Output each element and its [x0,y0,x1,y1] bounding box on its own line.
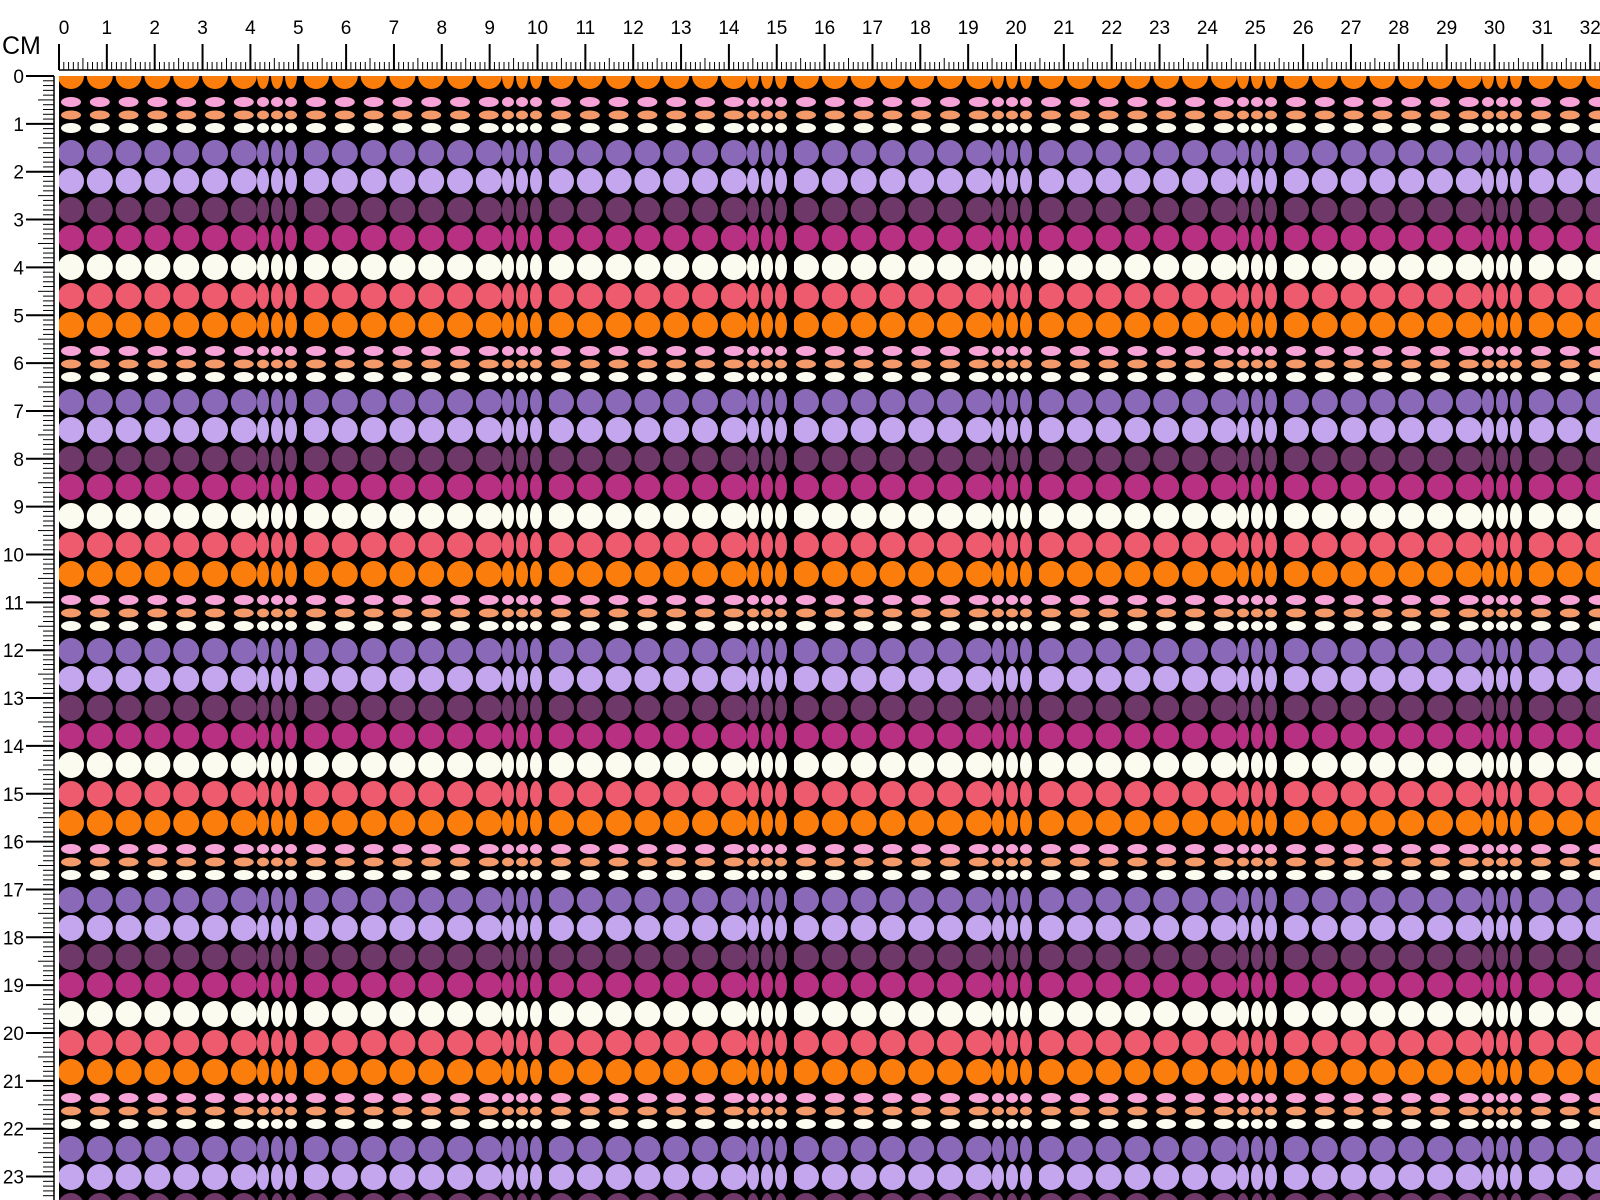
ruler-label: 29 [1436,18,1457,39]
ruler-label: 17 [862,18,883,39]
ruler-label: 5 [13,306,24,327]
ruler-label: 13 [3,689,24,710]
ruler-label: 11 [575,18,595,39]
ruler-label: 27 [1340,18,1361,39]
ruler-label: 23 [3,1168,24,1189]
ruler-label: 8 [13,450,24,471]
ruler-label: 8 [437,18,448,39]
ruler-label: 19 [958,18,979,39]
ruler-label: 22 [3,1120,24,1141]
ruler-label: 15 [766,18,787,39]
ruler-label: 4 [245,18,256,39]
ruler-label: 31 [1532,18,1553,39]
ruler-label: 11 [4,593,24,614]
ruler-label: 19 [3,976,24,997]
ruler-label: 22 [1101,18,1122,39]
ruler-label: 24 [1197,18,1219,39]
ruler-label: 28 [1388,18,1409,39]
ruler-label: 17 [3,880,24,901]
ruler-label: 3 [13,211,24,232]
fabric-print [59,76,1600,1200]
ruler-label: 5 [293,18,304,39]
ruler-label: 16 [814,18,835,39]
ruler-label: 10 [527,18,548,39]
ruler-label: 20 [3,1024,24,1045]
ruler-label: 7 [13,402,24,423]
ruler-label: 6 [13,354,24,375]
horizontal-ruler: 0 1 2 3 4 5 6 7 8 9 10 11 12 13 14 15 16 17 18 19 20 21 22 23 24… [58,18,1600,71]
ruler-label: 23 [1149,18,1170,39]
ruler-label: 4 [13,258,24,279]
ruler-label: 21 [1053,18,1074,39]
unit-label: CM [2,32,41,60]
ruler-label: 18 [3,928,24,949]
ruler-label: 21 [3,1072,24,1093]
ruler-label: 15 [3,785,24,806]
ruler-label: 20 [1005,18,1026,39]
ruler-label: 25 [1245,18,1266,39]
ruler-label: 12 [3,641,24,662]
ruler-label: 26 [1293,18,1314,39]
ruler-label: 3 [197,18,208,39]
ruler-label: 9 [484,18,495,39]
ruler-label: 2 [149,18,160,39]
ruler-label: 1 [13,115,24,136]
ruler-label: 14 [3,737,25,758]
ruler-label: 14 [718,18,740,39]
ruler-label: 9 [13,498,24,519]
ruler-label: 32 [1580,18,1600,39]
ruler-label: 7 [389,18,400,39]
ruler-label: 18 [910,18,931,39]
ruler-label: 0 [59,18,70,39]
ruler-label: 30 [1484,18,1505,39]
ruler-label: 2 [13,163,24,184]
ruler-label: 13 [670,18,691,39]
ruler-label: 1 [102,18,113,39]
ruler-label: 6 [341,18,352,39]
ruler-label: 0 [13,67,24,88]
ruler-label: 16 [3,833,24,854]
ruler-label: 12 [623,18,644,39]
ruler-label: 10 [3,546,24,567]
